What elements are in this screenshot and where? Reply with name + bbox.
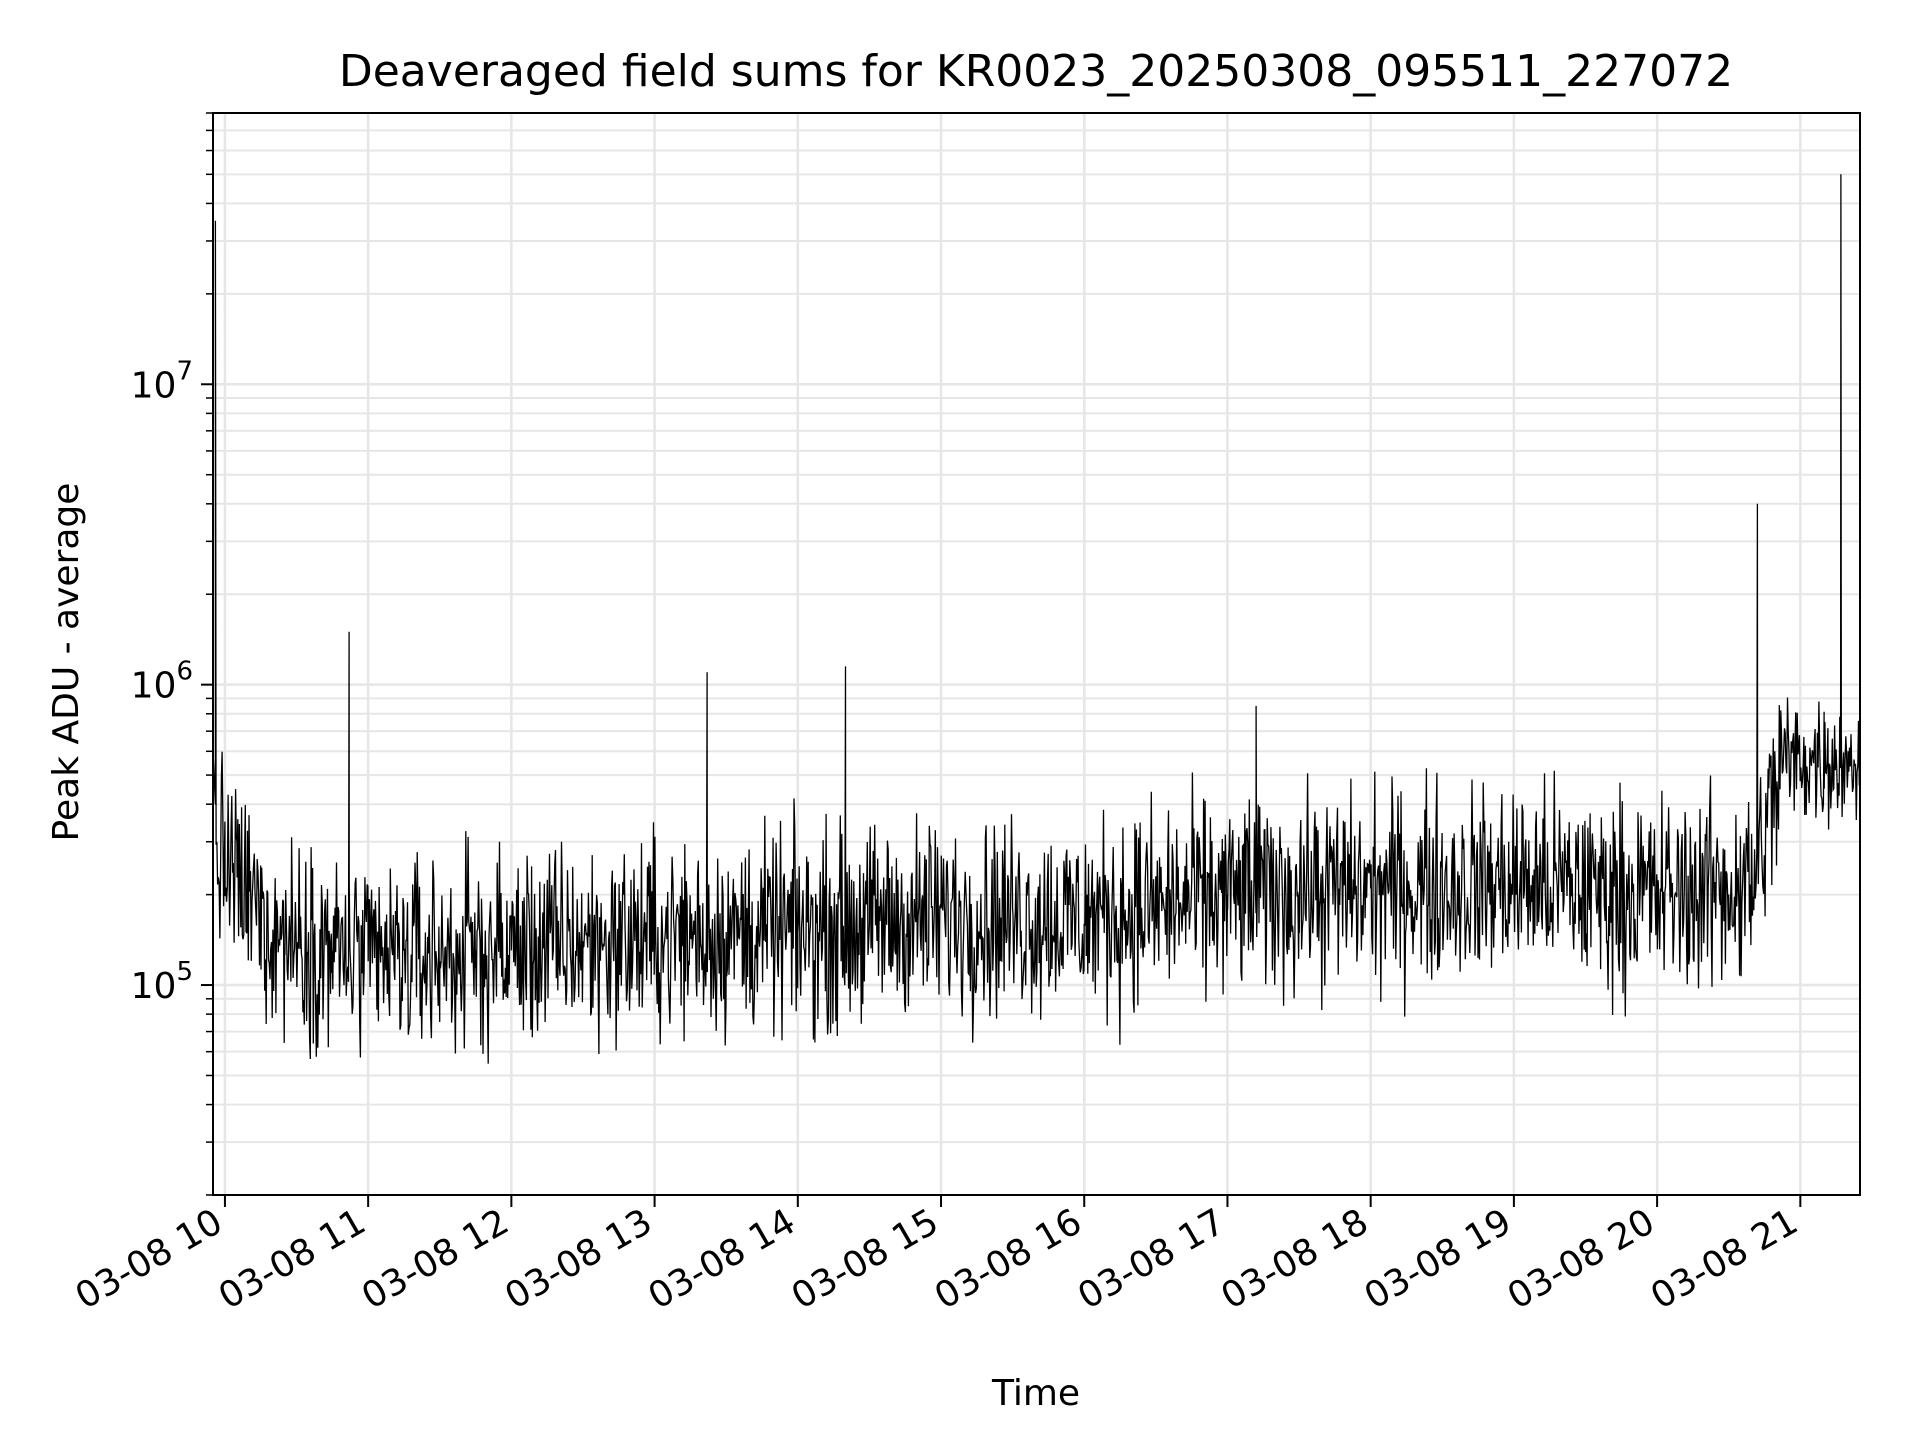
chart-title: Deaveraged field sums for KR0023_2025030… [339,46,1733,97]
x-tick-label: 03-08 17 [1071,1201,1232,1317]
x-tick-label: 03-08 12 [355,1201,516,1317]
x-axis-label: Time [991,1373,1080,1414]
x-tick-label: 03-08 15 [785,1201,946,1317]
y-tick-label: 106 [131,657,193,707]
x-tick-label: 03-08 19 [1358,1201,1519,1317]
y-tick-label: 105 [131,957,193,1007]
x-tick-label: 03-08 14 [642,1201,803,1317]
y-tick-label: 107 [131,356,193,406]
x-tick-label: 03-08 21 [1644,1201,1805,1317]
y-axis-label: Peak ADU - average [46,483,87,842]
x-tick-label: 03-08 16 [928,1201,1089,1317]
x-tick-label: 03-08 11 [212,1201,373,1317]
x-tick-label: 03-08 13 [498,1201,659,1317]
series-layer [212,174,1861,1064]
minor-grid [213,112,1860,1196]
x-tick-label: 03-08 20 [1501,1201,1662,1317]
x-tick-label: 03-08 18 [1214,1201,1375,1317]
series-line [212,174,1861,1064]
major-grid [213,113,1860,1195]
plot-frame [212,112,1861,1196]
y-axis-ticks: 105 106 107 [131,112,213,1196]
x-tick-label: 03-08 10 [69,1201,230,1317]
